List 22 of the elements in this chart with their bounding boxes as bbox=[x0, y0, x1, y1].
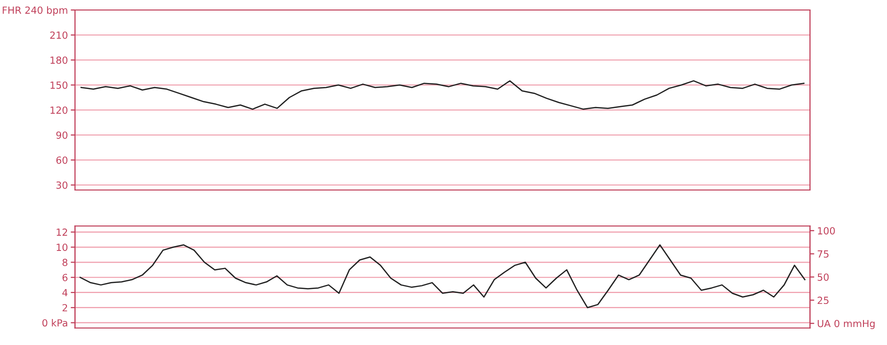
line-series bbox=[80, 80, 804, 110]
y-tick-label: 210 bbox=[50, 31, 68, 39]
y2-tick-label: 25 bbox=[818, 296, 828, 304]
y-tick-label: 12 bbox=[56, 228, 68, 236]
y-tick-label: 8 bbox=[62, 258, 68, 266]
y2-tick-label: 75 bbox=[818, 250, 828, 258]
y2-tick-label: 50 bbox=[818, 273, 829, 281]
y-tick-label: 2 bbox=[62, 304, 68, 312]
y-tick-label: 180 bbox=[50, 56, 68, 64]
y-tick-label: FHR 240 bpm bbox=[2, 6, 68, 16]
y-tick-label: 0 kPa bbox=[42, 319, 68, 327]
y-tick-label: 10 bbox=[56, 244, 68, 251]
y-tick-label: 30 bbox=[56, 181, 68, 189]
y-tick-label: 60 bbox=[56, 156, 68, 164]
line-series bbox=[80, 244, 806, 308]
y-tick-label: 6 bbox=[62, 274, 68, 282]
y-tick-label: 120 bbox=[50, 106, 68, 114]
y2-tick-label: 100 bbox=[818, 227, 835, 234]
y2-tick-label: UA 0 mmHg bbox=[818, 320, 875, 330]
y-tick-label: 4 bbox=[62, 289, 68, 296]
y-tick-label: 150 bbox=[50, 81, 68, 89]
y-tick-label: 90 bbox=[56, 131, 68, 139]
